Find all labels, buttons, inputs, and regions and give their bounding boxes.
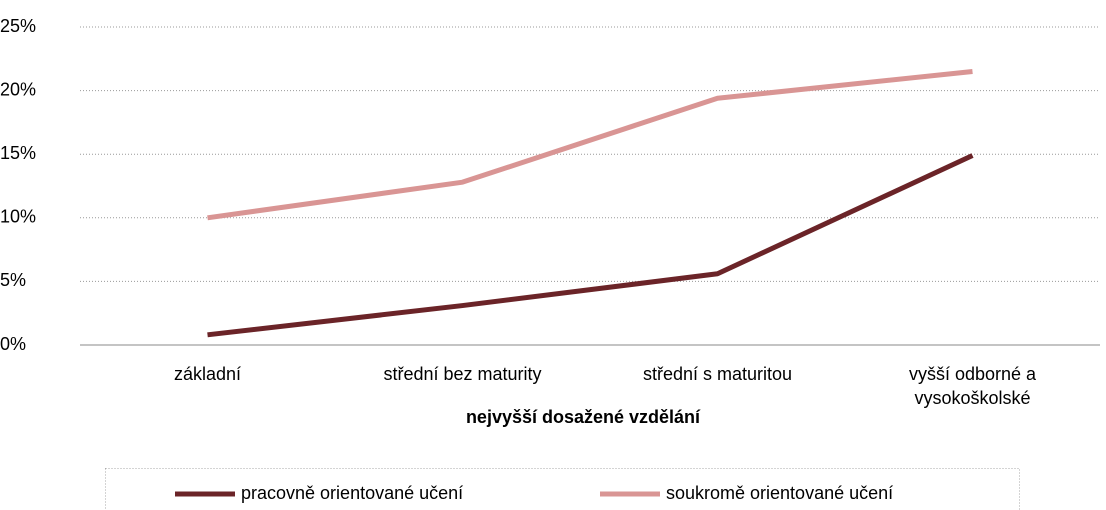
y-tick-label: 20% xyxy=(0,79,36,99)
y-tick-label: 10% xyxy=(0,207,36,227)
legend-label: pracovně orientované učení xyxy=(241,483,463,503)
y-tick-label: 0% xyxy=(0,334,26,354)
x-tick-label: základní xyxy=(173,364,242,384)
legend-label: soukromě orientované učení xyxy=(666,483,893,503)
x-tick-label: střední bez maturity xyxy=(383,364,542,384)
y-tick-label: 5% xyxy=(0,270,26,290)
y-tick-label: 15% xyxy=(0,143,36,163)
x-tick-label: vyšší odborné a vysokoškolské xyxy=(908,364,1037,408)
series-line xyxy=(207,69,973,221)
series-line xyxy=(207,153,974,338)
x-tick-label: střední s maturitou xyxy=(642,364,793,384)
x-axis-label: nejvyšší dosažené vzdělání xyxy=(466,407,701,427)
y-tick-label: 25% xyxy=(0,16,36,36)
legend-box xyxy=(105,468,1020,510)
